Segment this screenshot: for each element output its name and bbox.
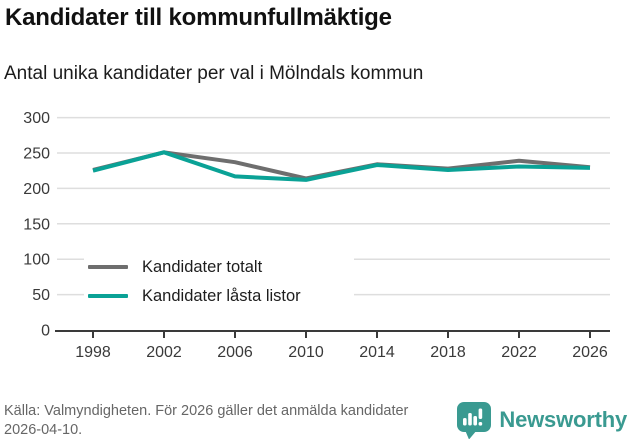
x-axis-tick-label: 1998	[75, 344, 111, 361]
x-axis-tick-label: 2010	[288, 344, 324, 361]
y-axis-tick-label: 0	[41, 323, 50, 340]
legend-item: Kandidater låsta listor	[88, 285, 346, 307]
x-axis-tick-label: 2022	[501, 344, 537, 361]
legend-item: Kandidater totalt	[88, 256, 346, 278]
y-axis-tick-label: 100	[23, 252, 50, 269]
source-note: Källa: Valmyndigheten. För 2026 gäller d…	[4, 403, 409, 439]
legend-swatch	[88, 265, 128, 269]
y-axis-tick-label: 250	[23, 146, 50, 163]
series-line-kandidater-l-sta-listor	[92, 150, 591, 182]
x-axis-tick-label: 2018	[430, 344, 466, 361]
chart-subtitle: Antal unika kandidater per val i Mölndal…	[4, 63, 424, 84]
brand-name: Newsworthy	[499, 407, 627, 432]
y-axis-tick-label: 200	[23, 181, 50, 198]
x-axis-tick-label: 2002	[146, 344, 182, 361]
page-title: Kandidater till kommunfullmäktige	[5, 4, 392, 31]
x-axis-tick-label: 2014	[359, 344, 395, 361]
legend-label: Kandidater låsta listor	[142, 286, 301, 305]
legend-label: Kandidater totalt	[142, 257, 263, 276]
newsworthy-logo[interactable]: Newsworthy	[456, 401, 627, 439]
newsworthy-badge-icon	[457, 401, 492, 439]
x-axis-tick-label: 2026	[572, 344, 608, 361]
y-axis-tick-label: 150	[23, 216, 50, 233]
chart-legend: Kandidater totalt Kandidater låsta listor	[84, 252, 354, 313]
x-axis-tick-label: 2006	[217, 344, 253, 361]
legend-swatch	[88, 294, 128, 298]
y-axis-tick-label: 50	[32, 287, 50, 304]
y-axis-tick-label: 300	[23, 110, 50, 127]
